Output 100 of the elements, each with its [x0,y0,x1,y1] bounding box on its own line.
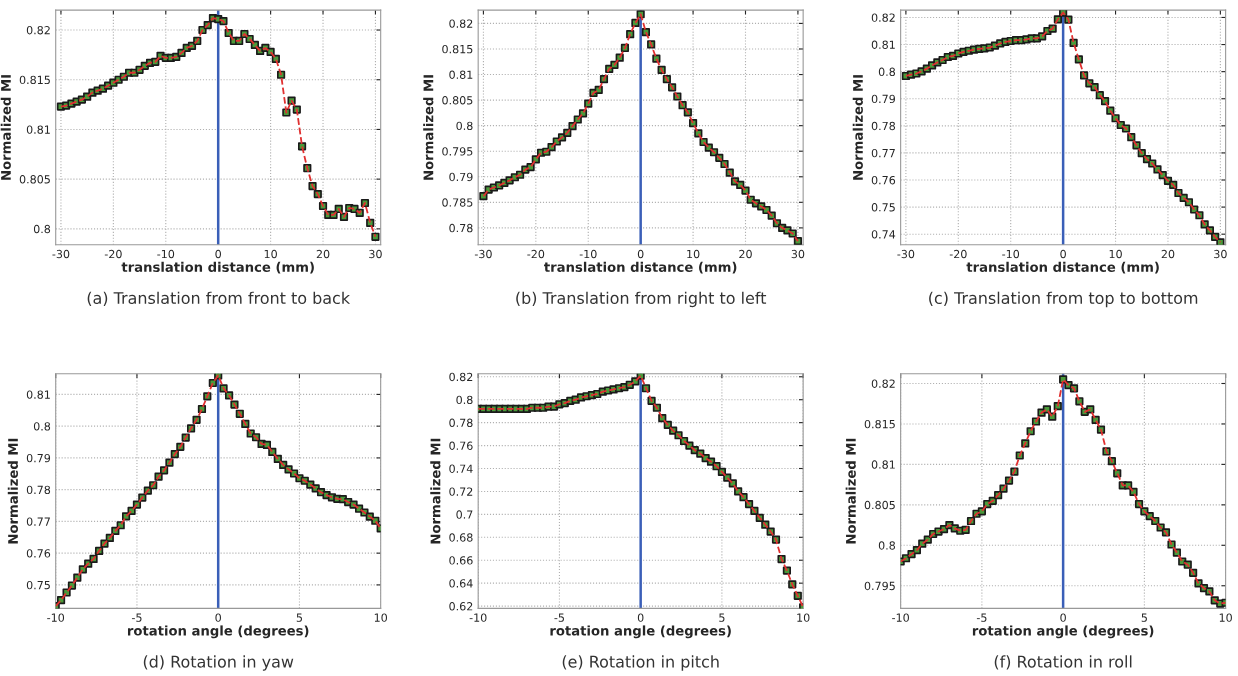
text: (c) Translation from top to bottom [929,291,1198,308]
x-tick-label: -5 [554,613,564,622]
x-tick-label: 10 [1109,249,1122,259]
x-axis-title: rotation angle (degrees) [127,625,309,639]
y-tick-label: 0.82 [449,372,473,382]
y-tick-label: 0.805 [864,500,895,510]
y-tick-label: 0.82 [449,19,473,28]
y-tick-label: 0.81 [449,70,473,79]
y-tick-label: 0.77 [26,517,50,526]
y-tick-label: 0.805 [442,96,473,105]
x-tick-label: -20 [527,249,545,259]
text: (d) Rotation in yaw [143,655,294,671]
text: (e) Rotation in pitch [562,655,719,671]
y-tick-label: 0.7 [456,510,473,519]
y-tick-label: 0.8 [878,541,896,550]
x-axis-title: rotation angle (degrees) [972,625,1154,639]
x-tick-label: -5 [131,613,142,622]
x-tick-label: 20 [316,249,330,259]
y-tick-label: 0.81 [26,390,50,399]
y-axis-title: Normalized MI [430,438,441,544]
y-tick-label: 0.815 [19,75,50,85]
x-axis-title: translation distance (mm) [121,261,314,274]
x-tick-label: 20 [1161,249,1175,259]
x-tick-label: 30 [791,249,805,259]
x-tick-label: 0 [1060,249,1066,259]
y-tick-label: 0.785 [442,198,473,207]
x-tick-label: 0 [215,613,221,622]
y-tick-label: 0.815 [442,44,473,54]
y-tick-label: 0.8 [878,67,896,77]
y-tick-label: 0.64 [449,579,473,588]
y-axis-title: Normalized MI [7,438,18,544]
y-tick-label: 0.68 [449,533,473,542]
y-tick-label: 0.78 [449,418,473,428]
y-axis-title: Normalized MI [423,75,434,180]
y-axis-title: Normalized MI [852,75,863,180]
x-tick-label: -10 [579,249,597,259]
y-tick-label: 0.78 [26,485,51,495]
x-tick-label: -10 [892,613,909,622]
x-tick-label: -30 [52,249,70,259]
x-tick-label: -10 [47,613,65,622]
x-tick-label: -20 [104,249,122,259]
y-tick-label: 0.75 [871,203,895,212]
y-tick-label: 0.76 [871,175,896,185]
y-tick-label: 0.82 [871,13,895,22]
y-tick-label: 0.81 [26,125,50,134]
text: (b) Translation from right to left [516,291,767,308]
x-tick-label: 20 [739,249,752,259]
x-tick-label: 0 [637,613,644,622]
y-tick-label: 0.78 [871,121,896,131]
x-tick-label: -5 [976,613,987,622]
x-axis-title: translation distance (mm) [966,261,1159,274]
x-tick-label: 5 [1141,613,1147,622]
x-tick-label: 30 [1214,249,1227,259]
y-tick-label: 0.8 [33,224,51,234]
y-tick-label: 0.76 [26,549,51,558]
x-tick-label: 0 [637,249,644,259]
y-axis-title: Normalized MI [0,75,11,180]
y-axis-title: Normalized MI [845,438,856,544]
y-tick-label: 0.77 [871,148,895,158]
y-tick-label: 0.795 [864,581,895,591]
y-tick-label: 0.79 [26,453,51,463]
y-tick-label: 0.74 [871,230,896,239]
x-tick-label: -10 [469,613,487,622]
x-tick-label: 10 [374,613,388,622]
y-tick-label: 0.76 [449,441,473,450]
x-tick-label: -30 [897,249,915,259]
y-tick-label: 0.72 [449,487,473,496]
x-tick-label: 10 [687,249,700,259]
y-tick-label: 0.81 [871,460,895,469]
x-tick-label: -30 [474,249,492,259]
text: (a) Translation from front to back [87,291,351,306]
y-tick-label: 0.79 [449,172,473,182]
y-tick-label: 0.74 [449,464,473,473]
x-tick-label: 0 [1060,613,1066,622]
y-tick-label: 0.81 [871,40,895,49]
x-tick-label: 10 [797,613,810,622]
y-tick-label: 0.82 [871,379,895,388]
y-tick-label: 0.8 [456,121,473,131]
text: (f) Rotation in roll [994,655,1132,670]
y-tick-label: 0.805 [19,175,50,184]
x-tick-label: 10 [264,249,277,259]
x-tick-label: 10 [1219,613,1232,622]
y-tick-label: 0.79 [871,94,895,104]
x-axis-title: translation distance (mm) [544,261,737,274]
y-tick-label: 0.75 [26,580,50,590]
x-tick-label: -10 [1002,249,1020,259]
y-tick-label: 0.82 [26,26,50,35]
x-axis-title: rotation angle (degrees) [550,625,731,639]
y-tick-label: 0.795 [442,147,473,156]
x-tick-label: 5 [296,613,303,622]
x-tick-label: -10 [157,249,175,259]
y-tick-label: 0.8 [456,395,473,405]
y-tick-label: 0.78 [449,223,473,233]
x-tick-label: 30 [369,249,382,259]
y-tick-label: 0.8 [33,422,51,431]
y-tick-label: 0.815 [864,419,895,429]
x-tick-label: 5 [719,613,725,622]
y-tick-label: 0.66 [449,556,473,565]
x-tick-label: -20 [949,249,967,259]
y-tick-label: 0.62 [449,602,473,611]
